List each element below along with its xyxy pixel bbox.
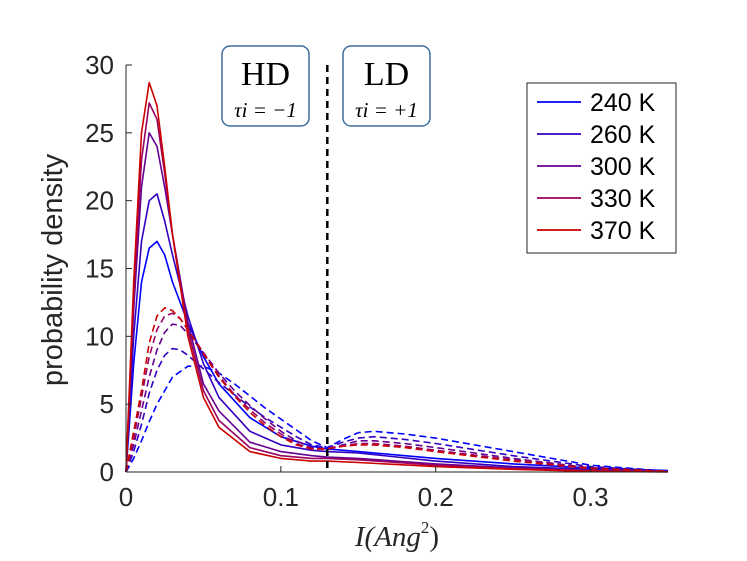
y-axis-label: probability density xyxy=(37,153,69,386)
x-axis-label-sup: 2 xyxy=(421,518,430,537)
series-0-dashed-line xyxy=(125,365,669,473)
series-0-solid-line xyxy=(125,240,669,473)
annotation-ld-sub: τi = +1 xyxy=(355,98,418,122)
legend-label-4: 370 K xyxy=(590,217,656,245)
x-tick-label: 0 xyxy=(119,482,133,512)
y-tick-label: 20 xyxy=(85,186,114,216)
axes-layer: 0 0.1 0.2 0.3 0 5 10 15 20 25 30 xyxy=(85,50,668,512)
y-tick-label: 25 xyxy=(85,118,114,148)
y-tick-label: 30 xyxy=(85,50,114,80)
annotation-hd-sub: τi = −1 xyxy=(234,98,297,122)
legend-label-1: 260 K xyxy=(590,121,656,149)
series-3-solid-line xyxy=(125,102,669,473)
annotation-ld-box xyxy=(342,45,431,127)
y-tick-label: 0 xyxy=(100,457,114,487)
y-tick-label: 5 xyxy=(100,389,114,419)
x-axis-label-base: I(Ang xyxy=(354,521,421,553)
x-tick-label: 0.3 xyxy=(572,482,608,512)
legend-box xyxy=(526,82,677,254)
annotation-hd: HD τi = −1 xyxy=(221,45,310,127)
legend-label-0: 240 K xyxy=(590,89,656,117)
series-1-solid-line xyxy=(125,193,669,473)
series-3-dashed-line xyxy=(125,312,669,473)
x-tick-label: 0.2 xyxy=(418,482,454,512)
y-tick-label: 10 xyxy=(85,321,114,351)
annotation-ld: LD τi = +1 xyxy=(342,45,431,127)
series-4-dashed-line xyxy=(125,306,669,473)
x-axis-label: I(Ang2) xyxy=(354,518,439,553)
annotation-hd-box xyxy=(221,45,310,127)
annotation-ld-label: LD xyxy=(364,56,409,93)
legend: 240 K 260 K 300 K 330 K 370 K xyxy=(526,82,677,254)
y-tick-label: 15 xyxy=(85,254,114,284)
x-axis-label-close: ) xyxy=(429,521,439,553)
legend-label-3: 330 K xyxy=(590,185,656,213)
series-layer xyxy=(125,81,669,473)
series-2-solid-line xyxy=(125,132,669,473)
series-2-dashed-line xyxy=(125,323,669,473)
x-tick-label: 0.1 xyxy=(263,482,299,512)
legend-label-2: 300 K xyxy=(590,153,656,181)
legend-entries: 240 K 260 K 300 K 330 K 370 K xyxy=(537,89,656,245)
annotation-hd-label: HD xyxy=(241,56,290,93)
